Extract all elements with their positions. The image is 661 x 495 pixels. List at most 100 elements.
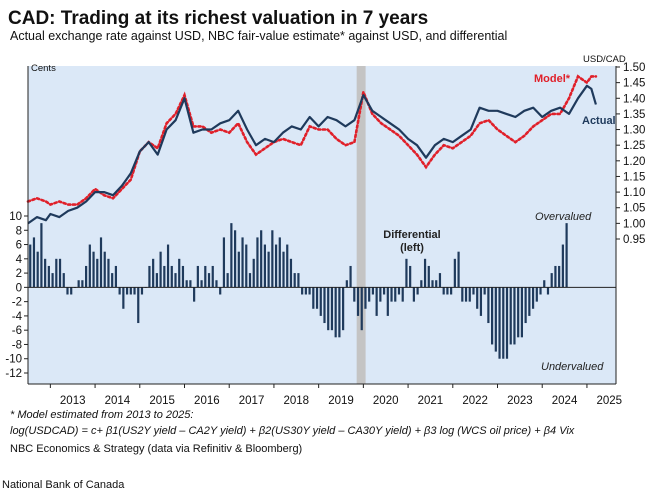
- differential-bar: [513, 287, 516, 345]
- differential-bar: [386, 287, 389, 316]
- differential-bar: [498, 287, 501, 359]
- differential-bar: [301, 287, 304, 295]
- differential-bar: [137, 287, 140, 324]
- left-tick-label: -10: [5, 354, 22, 366]
- left-tick-label: -8: [12, 339, 22, 351]
- overvalued-annotation: Overvalued: [535, 211, 592, 223]
- right-tick-label: 1.00: [623, 218, 645, 230]
- differential-bar: [77, 280, 80, 288]
- differential-bar: [62, 273, 65, 288]
- differential-bar: [166, 244, 170, 288]
- differential-bar: [368, 287, 371, 302]
- source-note: NBC Economics & Strategy (data via Refin…: [10, 443, 302, 455]
- differential-bar: [524, 287, 527, 324]
- differential-bar: [319, 287, 322, 316]
- differential-bar: [356, 287, 360, 316]
- differential-bar: [330, 287, 334, 331]
- differential-bar: [85, 265, 88, 288]
- differential-bar: [546, 287, 550, 295]
- left-axis-label: Cents: [31, 63, 56, 74]
- left-tick-label: 10: [9, 211, 22, 223]
- differential-bar: [446, 287, 449, 295]
- differential-bar: [509, 287, 512, 345]
- differential-bar: [159, 251, 162, 288]
- differential-bar: [468, 287, 471, 302]
- differential-bar: [230, 223, 233, 288]
- differential-bar: [29, 244, 32, 288]
- differential-bar: [107, 258, 110, 288]
- differential-bar: [427, 265, 430, 288]
- credit-text: National Bank of Canada: [2, 479, 125, 491]
- differential-bar: [494, 287, 497, 352]
- differential-bar: [315, 287, 319, 309]
- differential-bar: [289, 258, 293, 288]
- differential-bar: [327, 287, 330, 331]
- differential-bar: [207, 273, 211, 288]
- differential-bar: [435, 280, 438, 288]
- right-axis-ticks: 1.50 1.45 1.40 1.35 1.30 1.25 1.20 1.15 1.10 1.05…: [616, 62, 645, 246]
- differential-bar: [252, 258, 255, 288]
- differential-bar: [174, 273, 177, 288]
- differential-bar: [520, 287, 524, 338]
- left-tick-label: -4: [12, 311, 23, 323]
- x-tick-label: 2016: [194, 395, 220, 407]
- differential-bar: [375, 287, 378, 316]
- actual-annotation: Actual: [582, 115, 616, 127]
- differential-bar: [170, 265, 173, 288]
- undervalued-annotation: Undervalued: [541, 361, 604, 373]
- differential-bar: [163, 265, 166, 288]
- right-tick-label: 1.30: [623, 125, 645, 137]
- right-tick-label: 1.10: [623, 187, 645, 199]
- footnote-equation: log(USDCAD) = c+ β1(US2Y yield – CA2Y yi…: [10, 425, 575, 437]
- x-tick-label: 2017: [239, 395, 265, 407]
- differential-bar: [66, 287, 69, 295]
- differential-bar: [450, 287, 453, 295]
- differential-bar: [245, 244, 248, 288]
- left-tick-label: 6: [16, 240, 22, 252]
- differential-bar: [476, 287, 479, 309]
- differential-bar: [133, 287, 136, 295]
- differential-bar: [122, 287, 125, 309]
- differential-bar: [550, 273, 553, 288]
- differential-bar: [204, 265, 207, 288]
- differential-bar: [442, 287, 445, 295]
- differential-bar: [293, 273, 296, 288]
- differential-bar: [96, 258, 99, 288]
- differential-bar: [88, 244, 91, 288]
- differential-bar: [502, 287, 505, 359]
- differential-bar: [364, 287, 367, 309]
- differential-bar: [241, 237, 244, 288]
- differential-bar: [312, 287, 315, 309]
- x-tick-label: 2019: [328, 395, 354, 407]
- differential-bar: [55, 258, 58, 288]
- differential-bar: [99, 237, 103, 288]
- differential-bar: [267, 251, 270, 288]
- left-tick-label: -2: [12, 297, 22, 309]
- differential-bar: [531, 287, 535, 309]
- differential-bar: [565, 223, 568, 288]
- differential-bar: [464, 287, 468, 302]
- differential-bar: [483, 287, 486, 295]
- x-tick-label: 2013: [60, 395, 86, 407]
- x-tick-label: 2022: [462, 395, 488, 407]
- differential-bar: [215, 280, 218, 288]
- differential-bar: [36, 251, 39, 288]
- right-tick-label: 1.15: [623, 171, 645, 183]
- differential-bar: [379, 287, 382, 302]
- differential-bar: [420, 280, 423, 288]
- chart-subtitle: Actual exchange rate against USD, NBC fa…: [10, 29, 507, 43]
- differential-bar: [401, 287, 404, 302]
- differential-bar: [70, 287, 73, 295]
- differential-bar: [491, 287, 494, 345]
- x-tick-label: 2025: [596, 395, 622, 407]
- differential-bar: [505, 287, 509, 359]
- differential-bars: [29, 223, 568, 359]
- differential-bar: [148, 265, 151, 288]
- differential-annotation-line2: (left): [400, 242, 424, 254]
- differential-bar: [539, 287, 542, 295]
- differential-bar: [81, 280, 84, 288]
- differential-bar: [189, 280, 192, 288]
- differential-bar: [260, 230, 263, 288]
- differential-bar: [271, 230, 274, 288]
- right-tick-label: 1.05: [623, 203, 645, 215]
